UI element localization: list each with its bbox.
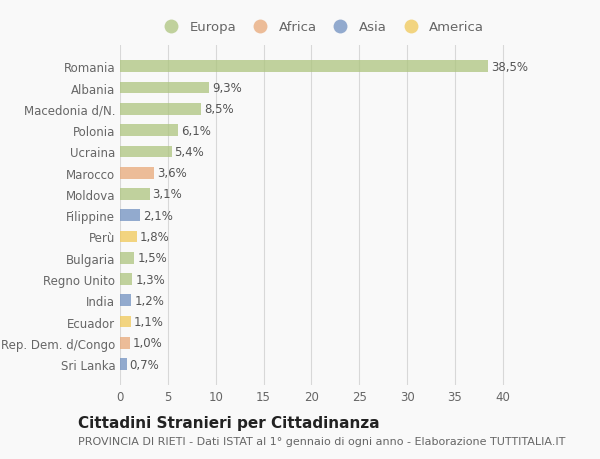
Text: 0,7%: 0,7% [130,358,160,371]
Bar [120,358,127,370]
Text: 2,1%: 2,1% [143,209,173,222]
Bar [120,231,137,243]
Bar [120,83,209,94]
Bar [120,168,154,179]
Text: 1,8%: 1,8% [140,230,170,243]
Legend: Europa, Africa, Asia, America: Europa, Africa, Asia, America [155,18,487,37]
Bar [120,252,134,264]
Bar [120,295,131,307]
Bar [120,62,488,73]
Text: 1,1%: 1,1% [133,315,163,328]
Text: 1,3%: 1,3% [136,273,165,286]
Bar [120,316,131,328]
Text: Cittadini Stranieri per Cittadinanza: Cittadini Stranieri per Cittadinanza [78,415,380,431]
Bar [120,189,149,200]
Text: 9,3%: 9,3% [212,82,242,95]
Text: 1,5%: 1,5% [137,252,167,265]
Bar [120,146,172,158]
Text: 3,1%: 3,1% [152,188,182,201]
Bar [120,104,202,116]
Bar [120,274,133,285]
Text: PROVINCIA DI RIETI - Dati ISTAT al 1° gennaio di ogni anno - Elaborazione TUTTIT: PROVINCIA DI RIETI - Dati ISTAT al 1° ge… [78,436,565,446]
Text: 1,0%: 1,0% [133,336,162,350]
Text: 1,2%: 1,2% [134,294,164,307]
Bar [120,210,140,222]
Bar [120,337,130,349]
Text: 8,5%: 8,5% [204,103,234,116]
Text: 3,6%: 3,6% [157,167,187,180]
Text: 5,4%: 5,4% [175,146,205,158]
Text: 6,1%: 6,1% [181,124,211,137]
Bar [120,125,178,137]
Text: 38,5%: 38,5% [491,61,529,73]
